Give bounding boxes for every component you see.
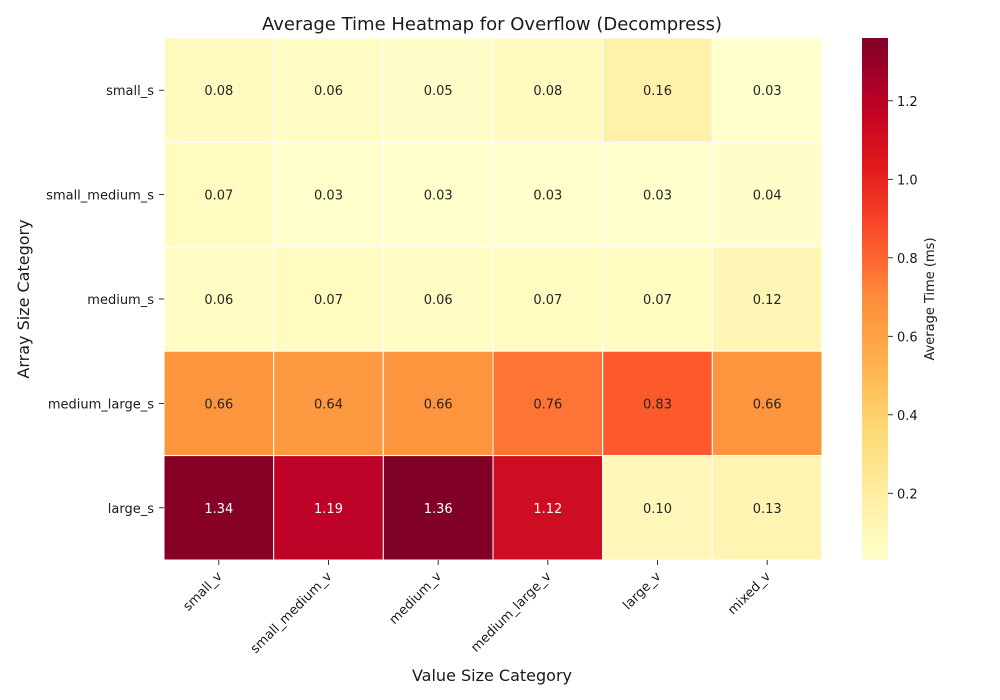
cell-value-label: 0.08 <box>204 84 233 99</box>
cell-value-label: 0.13 <box>753 502 782 517</box>
cell-value-label: 0.03 <box>753 84 782 99</box>
heatmap-cell <box>273 350 384 457</box>
cell-value-label: 0.10 <box>643 502 672 517</box>
heatmap-cell <box>273 246 384 352</box>
heatmap-cells: 0.08 0.06 0.05 0.08 0.16 0.03 0.07 0.03 0.03 0.03… <box>163 37 823 561</box>
cell-value-label: 0.12 <box>753 293 782 308</box>
colorbar-tick-label: 0.4 <box>897 409 918 424</box>
chart-title: Average Time Heatmap for Overflow (Decom… <box>262 14 722 35</box>
x-tick-labels: small_v small_medium_v medium_v medium_larg… <box>181 560 774 657</box>
heatmap-cell <box>382 350 494 457</box>
cell-value-label: 0.06 <box>204 293 233 308</box>
cell-value-label: 0.64 <box>314 397 343 412</box>
cell-value-label: 0.07 <box>314 293 343 308</box>
y-tick-labels: small_s small_medium_s medium_s medium_larg… <box>46 84 164 517</box>
x-tick-label: medium_large_v <box>468 569 555 656</box>
heatmap-cell <box>711 141 823 248</box>
cell-value-label: 0.06 <box>424 293 453 308</box>
cell-value-label: 0.05 <box>424 84 453 99</box>
heatmap-cell <box>382 37 494 143</box>
cell-value-label: 0.03 <box>424 189 453 204</box>
heatmap-cell <box>382 246 494 352</box>
x-tick-label: mixed_v <box>725 569 774 618</box>
heatmap-cell <box>492 455 604 561</box>
y-tick-label: large_s <box>108 502 154 517</box>
y-tick-label: medium_large_s <box>48 397 154 412</box>
y-tick-label: small_medium_s <box>46 189 154 204</box>
cell-value-label: 0.06 <box>314 84 343 99</box>
heatmap-cell <box>711 246 823 352</box>
heatmap-cell <box>602 350 713 457</box>
cell-value-label: 0.66 <box>204 397 233 412</box>
colorbar-tick-label: 1.0 <box>897 173 918 188</box>
colorbar-label: Average Time (ms) <box>923 237 938 360</box>
heatmap-cell <box>711 455 823 561</box>
x-axis-label: Value Size Category <box>412 666 572 685</box>
heatmap-cell <box>273 141 384 248</box>
heatmap-cell <box>711 350 823 457</box>
y-axis-label: Array Size Category <box>14 219 33 378</box>
cell-value-label: 0.08 <box>533 84 562 99</box>
x-tick-label: large_v <box>620 569 664 613</box>
y-tick-label: medium_s <box>87 293 154 308</box>
cell-value-label: 1.19 <box>314 502 343 517</box>
heatmap-cell <box>602 37 713 143</box>
cell-value-label: 0.07 <box>533 293 562 308</box>
colorbar-tick-label: 0.8 <box>897 252 918 267</box>
y-tick-label: small_s <box>106 84 154 99</box>
heatmap-cell <box>602 455 713 561</box>
colorbar-gradient <box>862 38 888 560</box>
heatmap-cell <box>382 455 494 561</box>
cell-value-label: 0.07 <box>643 293 672 308</box>
cell-value-label: 0.83 <box>643 397 672 412</box>
colorbar: 0.2 0.4 0.6 0.8 1.0 1.2 <box>862 38 918 560</box>
cell-value-label: 1.34 <box>204 502 233 517</box>
cell-value-label: 0.16 <box>643 84 672 99</box>
colorbar-tick-label: 1.2 <box>897 95 918 110</box>
cell-value-label: 0.07 <box>204 189 233 204</box>
colorbar-tick-label: 0.2 <box>897 487 918 502</box>
cell-value-label: 0.04 <box>753 189 782 204</box>
heatmap-cell <box>273 37 384 143</box>
heatmap-cell <box>492 350 604 457</box>
x-tick-label: medium_v <box>387 569 446 628</box>
x-tick-label: small_v <box>181 569 226 614</box>
heatmap-cell <box>711 37 823 143</box>
cell-value-label: 0.76 <box>533 397 562 412</box>
heatmap-cell <box>492 141 604 248</box>
heatmap-cell <box>163 455 275 561</box>
x-tick-label: small_medium_v <box>248 569 336 657</box>
cell-value-label: 0.03 <box>533 189 562 204</box>
heatmap-cell <box>492 246 604 352</box>
colorbar-tick-label: 0.6 <box>897 330 918 345</box>
heatmap-cell <box>163 37 275 143</box>
cell-value-label: 0.66 <box>753 397 782 412</box>
cell-value-label: 0.03 <box>643 189 672 204</box>
cell-value-label: 1.36 <box>424 502 453 517</box>
heatmap-cell <box>163 246 275 352</box>
heatmap-cell <box>602 246 713 352</box>
heatmap-cell <box>163 350 275 457</box>
cell-value-label: 0.66 <box>424 397 453 412</box>
cell-value-label: 1.12 <box>533 502 562 517</box>
cell-value-label: 0.03 <box>314 189 343 204</box>
heatmap-cell <box>492 37 604 143</box>
